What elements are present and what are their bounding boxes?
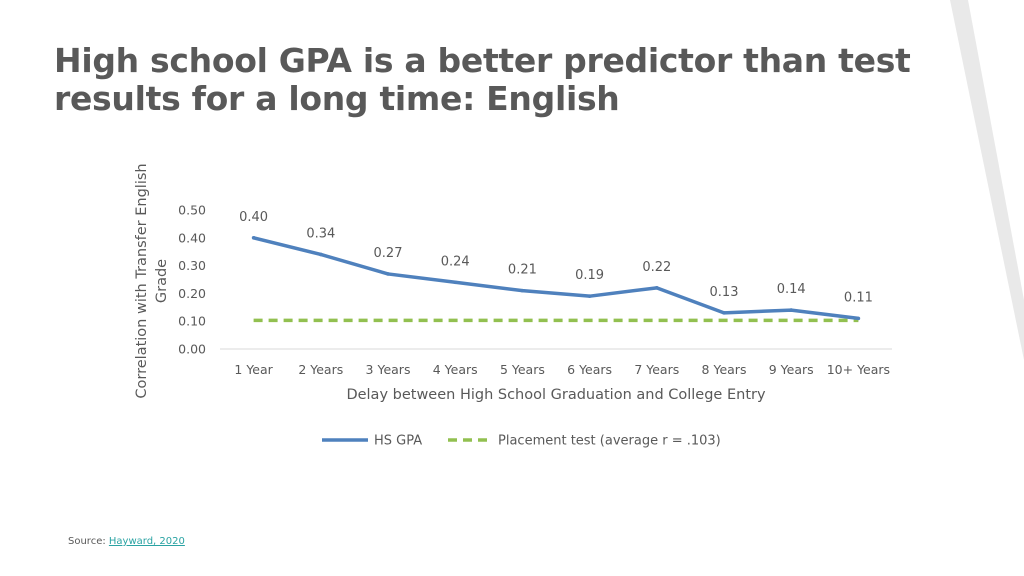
data-label-hs-gpa: 0.11 [844,290,873,305]
series-line-hs-gpa [253,236,859,321]
y-axis-title-line-2: Grade [154,259,170,303]
x-tick-label: 7 Years [634,362,679,377]
data-point-hs-gpa [520,288,525,293]
data-label-hs-gpa: 0.19 [575,268,604,283]
x-tick-label: 3 Years [366,362,411,377]
y-tick-label: 0.50 [178,203,206,218]
data-point-hs-gpa [251,236,256,240]
x-tick-label: 9 Years [769,362,814,377]
x-tick-label: 1 Year [234,362,273,377]
data-label-hs-gpa: 0.34 [306,226,335,241]
data-point-hs-gpa [453,280,458,285]
data-point-hs-gpa [655,286,659,290]
source-note: Source: Hayward, 2020 [68,536,185,547]
x-tick-label: 2 Years [298,362,343,377]
x-tick-label: 10+ Years [827,362,890,377]
data-label-hs-gpa: 0.27 [374,246,403,261]
data-label-hs-gpa: 0.21 [508,263,537,278]
y-tick-label: 0.10 [178,314,206,329]
data-label-hs-gpa: 0.24 [441,254,470,269]
decorative-stripe [950,0,1024,360]
x-tick-label: 4 Years [433,362,478,377]
data-point-hs-gpa [856,316,861,321]
x-tick-label: 8 Years [702,362,747,377]
data-label-hs-gpa: 0.14 [777,282,806,297]
x-tick-label: 6 Years [567,362,612,377]
source-label: Source: [68,536,106,547]
slide-title: High school GPA is a better predictor th… [54,41,911,118]
data-label-hs-gpa: 0.40 [239,210,268,225]
y-tick-label: 0.20 [178,286,206,301]
y-tick-label: 0.00 [178,342,206,357]
y-tick-label: 0.40 [178,230,206,245]
x-tick-label: 5 Years [500,362,545,377]
legend-label-placement-test: Placement test (average r = .103) [498,434,721,449]
data-point-hs-gpa [587,294,592,298]
data-point-hs-gpa [722,311,726,315]
data-point-hs-gpa [386,272,390,276]
x-axis-title: Delay between High School Graduation and… [346,387,766,403]
data-point-hs-gpa [789,308,793,312]
legend-label-hs-gpa: HS GPA [374,434,422,449]
data-label-hs-gpa: 0.13 [710,285,739,300]
source-link[interactable]: Hayward, 2020 [108,536,185,547]
y-axis-title-line-1: Correlation with Transfer English [134,163,150,398]
data-point-hs-gpa [319,252,323,257]
y-tick-label: 0.30 [178,258,206,273]
data-label-hs-gpa: 0.22 [642,260,671,275]
